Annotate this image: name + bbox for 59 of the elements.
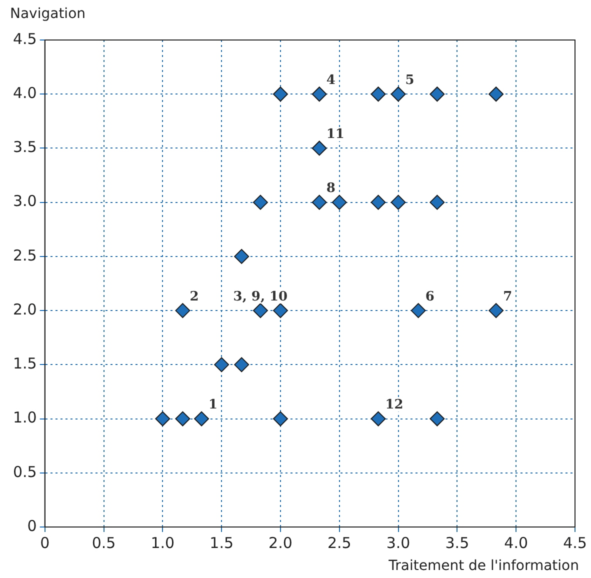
point [175,303,190,318]
x-tick-label: 3.5 [445,534,470,552]
y-tick-label: 2.5 [12,246,37,264]
annotation: 5 [405,72,414,88]
point [488,303,504,318]
x-tick-label: 1.0 [150,534,175,552]
point [430,411,445,426]
annotation: 8 [326,181,336,196]
point [234,248,250,264]
point [370,411,386,426]
point [312,194,327,210]
point [175,411,190,426]
x-tick-label: 0.5 [92,534,116,552]
point [430,86,445,102]
y-tick-label: 1.0 [12,408,37,427]
annotation: 4 [326,72,336,88]
annotation: 11 [326,127,344,142]
point [390,194,406,210]
point [370,194,386,210]
point [272,303,288,318]
annotation: 1 [208,398,218,413]
annotation: 2 [190,289,199,304]
annotation: 3, 9, 10 [233,289,288,304]
x-tick-label: 0 [40,534,50,552]
point [430,194,445,210]
x-tick-label: 1.5 [210,534,234,552]
point [272,411,288,426]
point [312,140,327,156]
point [252,194,268,210]
point [214,357,230,372]
y-axis-title: Navigation [10,6,86,22]
annotation: 6 [425,289,434,304]
x-tick-label: 2.0 [268,534,292,552]
y-tick-label: 0.5 [12,462,37,481]
point [234,357,250,372]
point [272,86,288,102]
y-tick-label: 3.5 [12,138,37,156]
point [312,86,327,102]
y-tick-label: 0 [27,516,37,535]
x-tick-label: 3.0 [386,534,410,552]
y-tick-label: 2.0 [12,300,37,318]
y-tick-label: 4.0 [12,84,37,102]
annotation: 12 [385,398,404,413]
point [332,194,347,210]
annotation: 7 [503,289,512,304]
point [410,303,426,318]
point [155,411,170,426]
point [194,411,210,426]
point [390,86,406,102]
x-axis-title: Traitement de l'information [388,558,579,574]
x-tick-label: 4.5 [563,534,587,552]
y-tick-label: 1.5 [12,354,37,373]
point [252,303,268,318]
y-tick-label: 4.5 [12,30,37,48]
x-tick-label: 4.0 [504,534,528,552]
point [488,86,504,102]
y-tick-label: 3.0 [12,192,37,210]
point [370,86,386,102]
x-tick-label: 2.5 [327,534,352,552]
